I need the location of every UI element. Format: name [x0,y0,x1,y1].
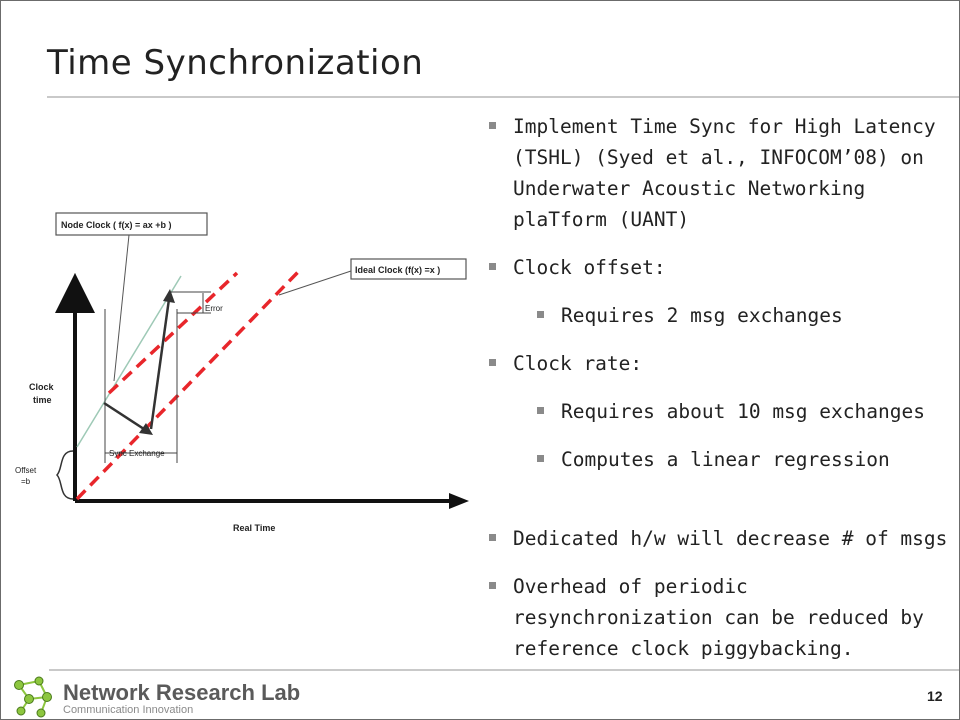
real-time-label: Real Time [233,523,275,533]
lab-tagline: Communication Innovation [63,704,194,716]
bullet-square-icon [537,407,544,414]
ideal-clock-line-lower [75,269,301,501]
bullet-overhead: Overhead of periodic resynchronization c… [489,571,951,664]
offset-brace [55,450,74,500]
sync-request-arrowhead [139,423,153,435]
time-sync-diagram: Sync Exchange Error Node Clock ( f(x) = … [15,212,469,533]
bullet-square-icon [489,122,496,129]
bullet-square-icon [489,534,496,541]
slide-title: Time Synchronization [47,43,424,83]
bullet-rate-msgs: Requires about 10 msg exchanges [537,396,951,427]
ideal-clock-label: Ideal Clock (f(x) =x ) [355,265,440,275]
network-lab-logo-icon [14,676,52,718]
error-label: Error [205,304,223,313]
bullet-clock-offset: Clock offset: [489,252,951,283]
sync-exchange-label: Sync Exchange [109,449,165,458]
node-clock-label: Node Clock ( f(x) = ax +b ) [61,220,172,230]
x-axis-arrowhead [449,493,469,509]
bullet-linear-regression: Computes a linear regression [537,444,951,475]
footer-divider [49,669,959,671]
ideal-clock-line-upper [107,271,239,395]
bullet-offset-msgs: Requires 2 msg exchanges [537,300,951,331]
title-divider [47,96,959,98]
ideal-clock-label-box [350,258,467,280]
node-clock-leader [113,234,130,382]
page-number: 12 [927,688,943,704]
bullet-square-icon [537,455,544,462]
bullet-dedicated-hw: Dedicated h/w will decrease # of msgs [489,523,951,554]
node-clock-line [76,275,182,448]
bullet-square-icon [489,582,496,589]
y-axis-arrowhead [67,273,83,293]
clock-time-label-line2: time [33,395,52,405]
sync-request-arrow [103,401,148,433]
bullet-list: Implement Time Sync for High Latency (TS… [489,111,951,681]
offset-label-line1: Offset [15,466,37,475]
sync-reply-arrow [149,298,171,430]
sync-reply-arrowhead [163,289,175,303]
bullet-tshl: Implement Time Sync for High Latency (TS… [489,111,951,235]
ideal-clock-leader [278,270,352,296]
lab-name: Network Research Lab [63,680,301,705]
bullet-clock-rate: Clock rate: [489,348,951,379]
offset-label-line2: =b [21,477,31,486]
node-clock-label-box [55,212,208,236]
bullet-square-icon [489,359,496,366]
clock-time-label-line1: Clock [29,382,55,392]
bullet-square-icon [489,263,496,270]
bullet-square-icon [537,311,544,318]
